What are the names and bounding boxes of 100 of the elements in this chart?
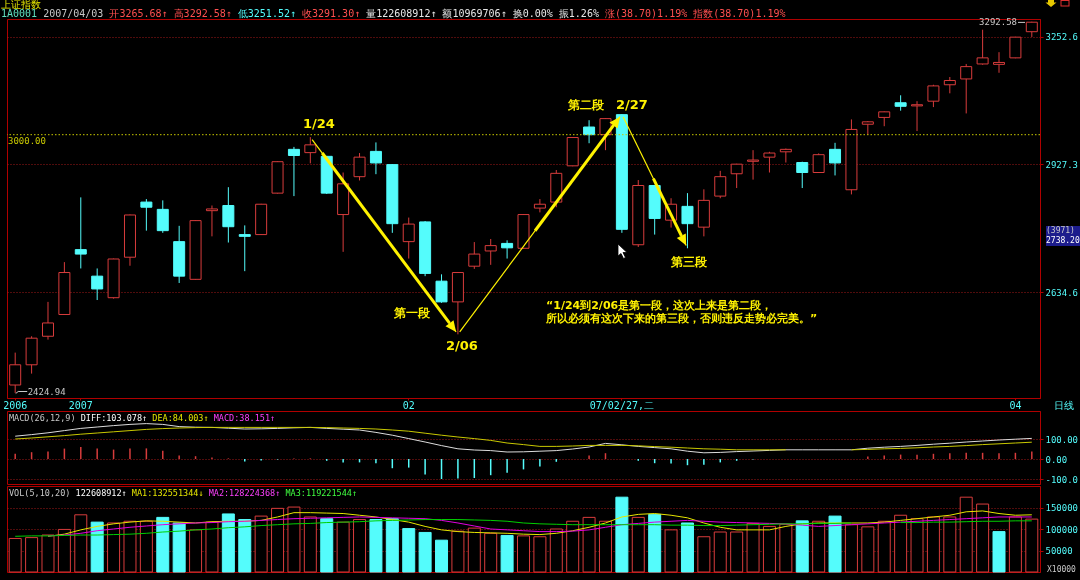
bar: [402, 528, 416, 573]
chart-title: MACD(26,12,9) DIFF:103.078↑ DEA:84.003↑ MACD:38.151↑: [9, 413, 276, 423]
bar: [139, 520, 153, 573]
bar: [1025, 518, 1039, 573]
bar: [713, 531, 727, 573]
bar: [566, 520, 580, 573]
bar: [107, 522, 121, 573]
candlestick: [369, 141, 382, 175]
bar: [926, 516, 940, 573]
bar: [41, 534, 55, 573]
annotation: 2424.94: [27, 386, 66, 396]
candlestick: [435, 273, 448, 304]
bar: [598, 520, 612, 573]
candlestick: [304, 136, 317, 164]
annotation: “1/24到2/06是第一段，这次上来是第二段，所以必须有这次下来的第三段，否则违反走势必完美。”: [546, 299, 818, 325]
candlestick: [501, 239, 514, 260]
candlestick: [533, 198, 546, 213]
bar: [746, 522, 760, 573]
candlestick: [747, 149, 760, 181]
bar: [582, 516, 596, 573]
bar: [812, 520, 826, 573]
candlestick: [402, 217, 415, 260]
bar: [287, 506, 301, 573]
chart-title: VOL(5,10,20) 122608912↑ MA1:132551344↓ MA2:128224368↑ MA3:119221544↑: [9, 488, 358, 498]
bar: [533, 536, 547, 573]
bar: [221, 513, 235, 573]
bar: [123, 520, 137, 573]
bar: [336, 521, 350, 573]
candlestick: [287, 146, 300, 197]
chart-title: 上证指数: [1, 0, 41, 10]
candlestick: [74, 196, 87, 269]
y-tick-label: -100.0: [1045, 474, 1079, 485]
bar: [549, 528, 563, 573]
bar: [877, 520, 891, 573]
bar: [861, 526, 875, 573]
candlestick: [140, 198, 153, 232]
candlestick: [583, 119, 596, 144]
text: 1A0001 2007/04/03 开3265.68↑ 高3292.58↑ 低3251.52↑ 收3291.30↑ 量122608912↑ 额10969706↑ 换0.00% 振1.26% 涨(38.70)1.19% 指数(38.70)1.19%: [1, 8, 786, 19]
candlestick: [993, 51, 1006, 74]
candlestick: [829, 142, 842, 176]
candlestick: [205, 205, 218, 237]
bar: [1008, 516, 1022, 573]
bar: [74, 514, 88, 573]
bar: [943, 516, 957, 573]
bar: [648, 513, 662, 573]
bar: [680, 522, 694, 573]
candlestick: [812, 152, 825, 174]
x-tick-label: 2006: [3, 399, 28, 411]
candlestick: [796, 161, 809, 189]
candlestick: [960, 63, 973, 114]
bar: [156, 516, 170, 573]
candlestick: [91, 267, 104, 301]
bar: [467, 527, 481, 573]
bar: [25, 537, 39, 573]
bar: [353, 519, 367, 573]
candlestick: [976, 29, 989, 66]
candlestick: [730, 163, 743, 189]
candlestick: [9, 352, 22, 394]
x-tick-label: 07/02/27,二: [589, 399, 654, 411]
bar: [976, 503, 990, 573]
bar: [664, 529, 678, 573]
bar: [205, 521, 219, 573]
y-tick-label: 2927.3: [1045, 159, 1079, 170]
bar: [828, 515, 842, 573]
bar: [418, 531, 432, 573]
candlestick: [41, 301, 54, 341]
text: (3971): [1046, 226, 1080, 236]
candlestick: [238, 224, 251, 272]
bar: [90, 521, 104, 573]
bar: [959, 496, 973, 573]
bar: [385, 518, 399, 573]
bar: [992, 531, 1006, 573]
candlestick: [714, 170, 727, 199]
y-tick-label: 50000: [1045, 546, 1073, 556]
bar: [303, 516, 317, 573]
y-tick-label: 100000: [1045, 524, 1079, 535]
annotation: 3292.58: [979, 16, 1017, 27]
y-tick-label: 100.00: [1045, 434, 1079, 445]
bar: [910, 518, 924, 573]
y-tick-label: 2634.6: [1045, 287, 1079, 298]
y-tick-label: 3252.6: [1045, 32, 1079, 43]
bar: [254, 515, 268, 573]
candlestick: [222, 186, 235, 244]
bar: [631, 516, 645, 573]
bar: [779, 523, 793, 573]
bar: [894, 514, 908, 573]
bar: [172, 522, 186, 573]
y-tick-label: 0.00: [1045, 454, 1068, 465]
bar: [844, 524, 858, 573]
x-tick-label: 2007: [68, 399, 93, 411]
bar: [615, 496, 629, 573]
bar: [484, 532, 498, 573]
bar: [517, 535, 530, 573]
candlestick: [353, 152, 366, 181]
line-series: [47, 510, 1033, 537]
text: 日线: [1054, 400, 1074, 412]
candlestick: [911, 100, 924, 132]
bar: [271, 507, 285, 573]
bar: [369, 519, 383, 573]
annotation: 2/27: [616, 97, 648, 113]
